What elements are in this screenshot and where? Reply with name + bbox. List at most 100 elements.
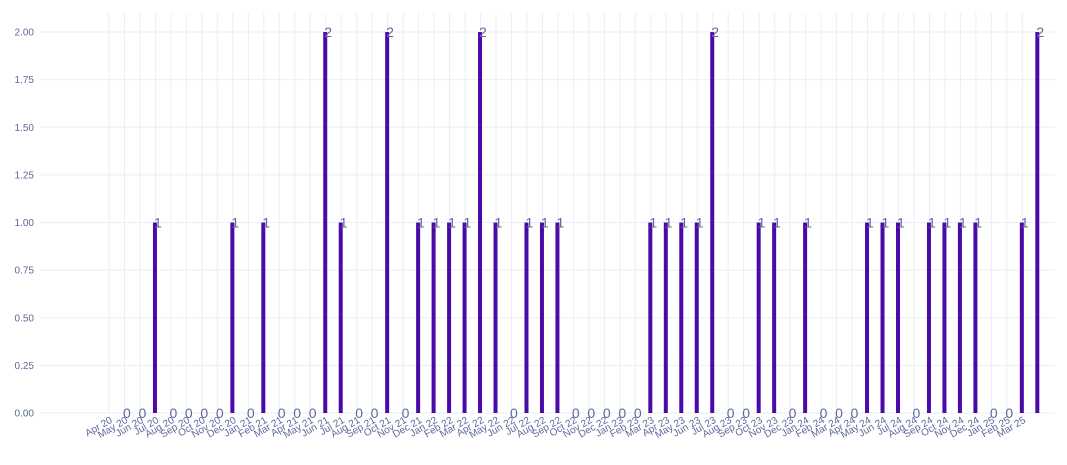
data-label: 2	[479, 24, 487, 40]
bar[interactable]	[880, 222, 885, 413]
data-label: 0	[1005, 405, 1013, 421]
data-label: 1	[417, 215, 425, 231]
y-tick-label: 1.50	[15, 123, 35, 134]
data-label: 1	[882, 215, 890, 231]
y-tick-label: 0.00	[15, 409, 35, 420]
data-label: 1	[556, 215, 564, 231]
data-label: 1	[433, 215, 441, 231]
data-label: 1	[974, 215, 982, 231]
data-label: 1	[804, 215, 812, 231]
bar[interactable]	[152, 222, 157, 413]
y-tick-label: 2.00	[15, 28, 35, 39]
y-tick-label: 0.75	[15, 266, 35, 277]
bar[interactable]	[524, 222, 529, 413]
bar[interactable]	[803, 222, 808, 413]
data-label: 0	[603, 405, 611, 421]
bar[interactable]	[338, 222, 343, 413]
data-label: 0	[278, 405, 286, 421]
bar[interactable]	[1035, 32, 1040, 414]
data-label: 1	[773, 215, 781, 231]
data-label: 0	[123, 405, 131, 421]
data-label: 2	[711, 24, 719, 40]
data-label: 0	[835, 405, 843, 421]
y-axis: 0.00 0.25 0.50 0.75 1.00 1.25 1.50 1.75 2.00	[15, 28, 35, 420]
y-tick-label: 0.50	[15, 313, 35, 324]
data-label: 1	[340, 215, 348, 231]
y-tick-label: 0.25	[15, 361, 35, 372]
data-label: 0	[185, 405, 193, 421]
bar[interactable]	[447, 222, 452, 413]
grid-layer	[40, 13, 1055, 414]
bar[interactable]	[865, 222, 870, 413]
bar[interactable]	[663, 222, 668, 413]
data-label: 0	[371, 405, 379, 421]
bar[interactable]	[710, 32, 715, 414]
data-label: 0	[402, 405, 410, 421]
data-label: 1	[866, 215, 874, 231]
bar[interactable]	[694, 222, 699, 413]
data-label: 1	[758, 215, 766, 231]
y-tick-label: 1.75	[15, 75, 35, 86]
data-label: 0	[851, 405, 859, 421]
data-label: 1	[541, 215, 549, 231]
data-label: 0	[727, 405, 735, 421]
data-label: 0	[200, 405, 208, 421]
bar[interactable]	[973, 222, 978, 413]
data-label: 1	[680, 215, 688, 231]
data-label: 1	[262, 215, 270, 231]
data-label: 0	[309, 405, 317, 421]
data-label: 0	[355, 405, 363, 421]
bar[interactable]	[648, 222, 653, 413]
bar[interactable]	[416, 222, 421, 413]
data-label: 1	[525, 215, 533, 231]
data-label: 1	[464, 215, 472, 231]
bar[interactable]	[493, 222, 498, 413]
bar[interactable]	[555, 222, 560, 413]
bar[interactable]	[896, 222, 900, 413]
y-tick-label: 1.25	[15, 170, 35, 181]
data-label: 1	[1021, 215, 1029, 231]
data-label: 1	[649, 215, 657, 231]
bar[interactable]	[323, 32, 328, 414]
data-label: 2	[1036, 24, 1044, 40]
bar[interactable]	[462, 222, 467, 413]
bar[interactable]	[957, 222, 962, 413]
data-label: 1	[495, 215, 503, 231]
data-label: 2	[386, 24, 394, 40]
data-label: 1	[665, 215, 673, 231]
data-label: 1	[897, 215, 905, 231]
data-label: 1	[928, 215, 936, 231]
data-label: 0	[293, 405, 301, 421]
bar[interactable]	[1019, 222, 1024, 413]
bar[interactable]	[679, 222, 684, 413]
bar[interactable]	[431, 222, 436, 413]
bar[interactable]	[539, 222, 544, 413]
bar[interactable]	[261, 222, 266, 413]
data-label: 1	[231, 215, 239, 231]
bar[interactable]	[942, 222, 947, 413]
bar[interactable]	[385, 32, 390, 414]
data-label: 1	[448, 215, 456, 231]
data-label: 2	[324, 24, 332, 40]
data-label: 0	[820, 405, 828, 421]
data-label: 0	[216, 405, 224, 421]
bar[interactable]	[756, 222, 761, 413]
bar[interactable]	[478, 32, 483, 414]
data-label: 1	[154, 215, 162, 231]
data-label: 0	[742, 405, 750, 421]
y-tick-label: 1.00	[15, 218, 35, 229]
bar[interactable]	[230, 222, 235, 413]
data-label: 0	[138, 405, 146, 421]
data-label: 1	[959, 215, 967, 231]
bar[interactable]	[772, 222, 777, 413]
data-label: 0	[618, 405, 626, 421]
data-label: 1	[943, 215, 951, 231]
data-label: 0	[247, 405, 255, 421]
data-label: 0	[169, 405, 177, 421]
data-label: 0	[990, 405, 998, 421]
bar-layer	[152, 32, 1040, 414]
bar[interactable]	[926, 222, 931, 413]
